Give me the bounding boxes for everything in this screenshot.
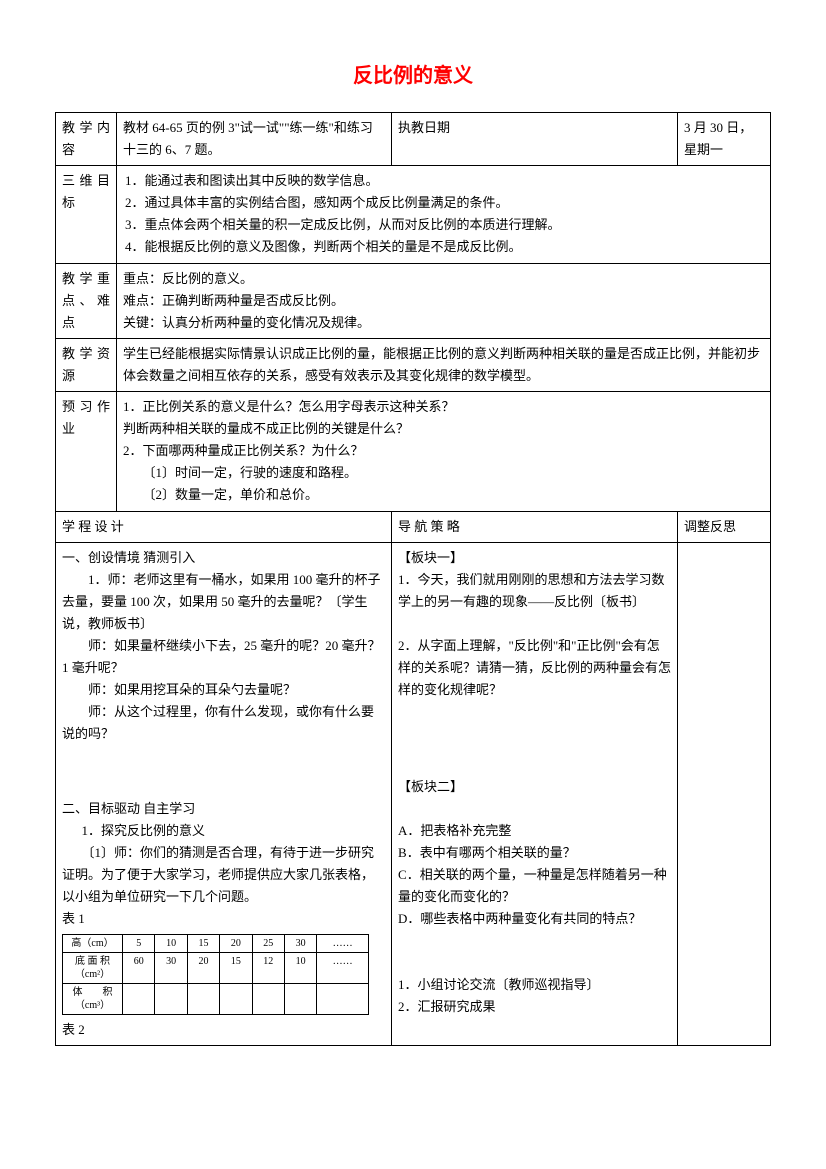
block2-footer-item: 1．小组讨论交流〔教师巡视指导〕 [398, 974, 671, 996]
value-resources: 学生已经能根据实际情景认识成正比例的量，能根据正比例的意义判断两种相关联的量是否… [117, 338, 771, 391]
block1-title: 【板块一】 [398, 547, 671, 569]
inner-cell: 15 [220, 953, 252, 984]
inner-cell [220, 984, 252, 1015]
row-keypoints: 教 学 重点、难点 重点：反比例的意义。 难点：正确判断两种量是否成反比例。 关… [56, 263, 771, 338]
inner-cell: 60 [123, 953, 155, 984]
block1-p1: 1．今天，我们就用刚刚的思想和方法去学习数学上的另一有趣的现象——反比例〔板书〕 [398, 569, 671, 613]
label-content: 教学内容 [56, 113, 117, 166]
label-keypoints: 教 学 重点、难点 [56, 263, 117, 338]
col-nav-body: 【板块一】 1．今天，我们就用刚刚的思想和方法去学习数学上的另一有趣的现象——反… [392, 542, 678, 1046]
header-nav: 导 航 策 略 [392, 511, 678, 542]
label-goals: 三维目标 [56, 166, 117, 263]
value-goals: 1．能通过表和图读出其中反映的数学信息。 2．通过具体丰富的实例结合图，感知两个… [117, 166, 771, 263]
inner-cell: 底 面 积（cm²） [63, 953, 123, 984]
inner-cell: …… [317, 935, 369, 953]
inner-cell: 20 [220, 935, 252, 953]
header-reflect: 调整反思 [678, 511, 771, 542]
preview-item: 〔2〕数量一定，单价和总价。 [123, 484, 764, 506]
inner-cell: 20 [187, 953, 219, 984]
inner-cell [317, 984, 369, 1015]
goal-item: 3．重点体会两个相关量的积一定成反比例，从而对反比例的本质进行理解。 [125, 214, 764, 236]
sec2-sub1: 1．探究反比例的意义 [62, 820, 385, 842]
inner-cell: 12 [252, 953, 284, 984]
block1-p2: 2．从字面上理解，"反比例"和"正比例"会有怎样的关系呢？请猜一猜，反比例的两种… [398, 635, 671, 701]
keypoint-item: 关键：认真分析两种量的变化情况及规律。 [123, 312, 764, 334]
preview-item: 〔1〕时间一定，行驶的速度和路程。 [123, 462, 764, 484]
inner-cell: 30 [284, 935, 316, 953]
goal-item: 4．能根据反比例的意义及图像，判断两个相关的量是不是成反比例。 [125, 236, 764, 258]
row-preview: 预习作业 1．正比例关系的意义是什么？怎么用字母表示这种关系？ 判断两种相关联的… [56, 392, 771, 511]
block2-title: 【板块二】 [398, 776, 671, 798]
value-preview: 1．正比例关系的意义是什么？怎么用字母表示这种关系？ 判断两种相关联的量成不成正… [117, 392, 771, 511]
row-column-headers: 学 程 设 计 导 航 策 略 调整反思 [56, 511, 771, 542]
keypoint-item: 重点：反比例的意义。 [123, 268, 764, 290]
inner-cell: 10 [155, 935, 187, 953]
row-content: 教学内容 教材 64-65 页的例 3"试一试""练一练"和练习十三的 6、7 … [56, 113, 771, 166]
inner-cell: 高（cm） [63, 935, 123, 953]
inner-cell: 5 [123, 935, 155, 953]
inner-data-table: 高（cm） 5 10 15 20 25 30 …… 底 面 积（cm²） 60 … [62, 934, 369, 1015]
inner-cell [284, 984, 316, 1015]
preview-item: 1．正比例关系的意义是什么？怎么用字母表示这种关系？ [123, 396, 764, 418]
block2-footer-item: 2．汇报研究成果 [398, 996, 671, 1018]
inner-cell: 10 [284, 953, 316, 984]
lesson-plan-table: 教学内容 教材 64-65 页的例 3"试一试""练一练"和练习十三的 6、7 … [55, 112, 771, 1046]
sec1-p4: 师：从这个过程里，你有什么发现，或你有什么要说的吗？ [62, 701, 385, 745]
block2-item: C．相关联的两个量，一种量是怎样随着另一种量的变化而变化的？ [398, 864, 671, 908]
inner-cell: 25 [252, 935, 284, 953]
table2-label: 表 2 [62, 1019, 385, 1041]
block2-item: D．哪些表格中两种量变化有共同的特点？ [398, 908, 671, 930]
header-design: 学 程 设 计 [56, 511, 392, 542]
col-design-body: 一、创设情境 猜测引入 1．师：老师这里有一桶水，如果用 100 毫升的杯子去量… [56, 542, 392, 1046]
inner-cell: 15 [187, 935, 219, 953]
inner-cell: 30 [155, 953, 187, 984]
sec1-title: 一、创设情境 猜测引入 [62, 547, 385, 569]
inner-cell: 体 积（cm³） [63, 984, 123, 1015]
preview-item: 2．下面哪两种量成正比例关系？为什么？ [123, 440, 764, 462]
inner-cell: …… [317, 953, 369, 984]
label-resources: 教学资源 [56, 338, 117, 391]
inner-cell [155, 984, 187, 1015]
value-date: 3 月 30 日，星期一 [678, 113, 771, 166]
label-preview: 预习作业 [56, 392, 117, 511]
value-keypoints: 重点：反比例的意义。 难点：正确判断两种量是否成反比例。 关键：认真分析两种量的… [117, 263, 771, 338]
block2-item: A．把表格补充完整 [398, 820, 671, 842]
sec1-p3: 师：如果用挖耳朵的耳朵勺去量呢？ [62, 679, 385, 701]
sec2-title: 二、目标驱动 自主学习 [62, 798, 385, 820]
goal-item: 1．能通过表和图读出其中反映的数学信息。 [125, 170, 764, 192]
col-reflect-body [678, 542, 771, 1046]
inner-cell [252, 984, 284, 1015]
preview-item: 判断两种相关联的量成不成正比例的关键是什么？ [123, 418, 764, 440]
sec1-p2: 师：如果量杯继续小下去，25 毫升的呢？20 毫升？1 毫升呢？ [62, 635, 385, 679]
goal-item: 2．通过具体丰富的实例结合图，感知两个成反比例量满足的条件。 [125, 192, 764, 214]
row-body: 一、创设情境 猜测引入 1．师：老师这里有一桶水，如果用 100 毫升的杯子去量… [56, 542, 771, 1046]
keypoint-item: 难点：正确判断两种量是否成反比例。 [123, 290, 764, 312]
inner-cell [123, 984, 155, 1015]
table1-label: 表 1 [62, 908, 385, 930]
row-resources: 教学资源 学生已经能根据实际情景认识成正比例的量，能根据正比例的意义判断两种相关… [56, 338, 771, 391]
sec1-p1: 1．师：老师这里有一桶水，如果用 100 毫升的杯子去量，要量 100 次，如果… [62, 569, 385, 635]
sec2-p1: 〔1〕师：你们的猜测是否合理，有待于进一步研究证明。为了便于大家学习，老师提供应… [62, 842, 385, 908]
row-goals: 三维目标 1．能通过表和图读出其中反映的数学信息。 2．通过具体丰富的实例结合图… [56, 166, 771, 263]
block2-item: B．表中有哪两个相关联的量？ [398, 842, 671, 864]
value-content: 教材 64-65 页的例 3"试一试""练一练"和练习十三的 6、7 题。 [117, 113, 392, 166]
label-date: 执教日期 [392, 113, 678, 166]
page-title: 反比例的意义 [55, 60, 771, 92]
inner-cell [187, 984, 219, 1015]
